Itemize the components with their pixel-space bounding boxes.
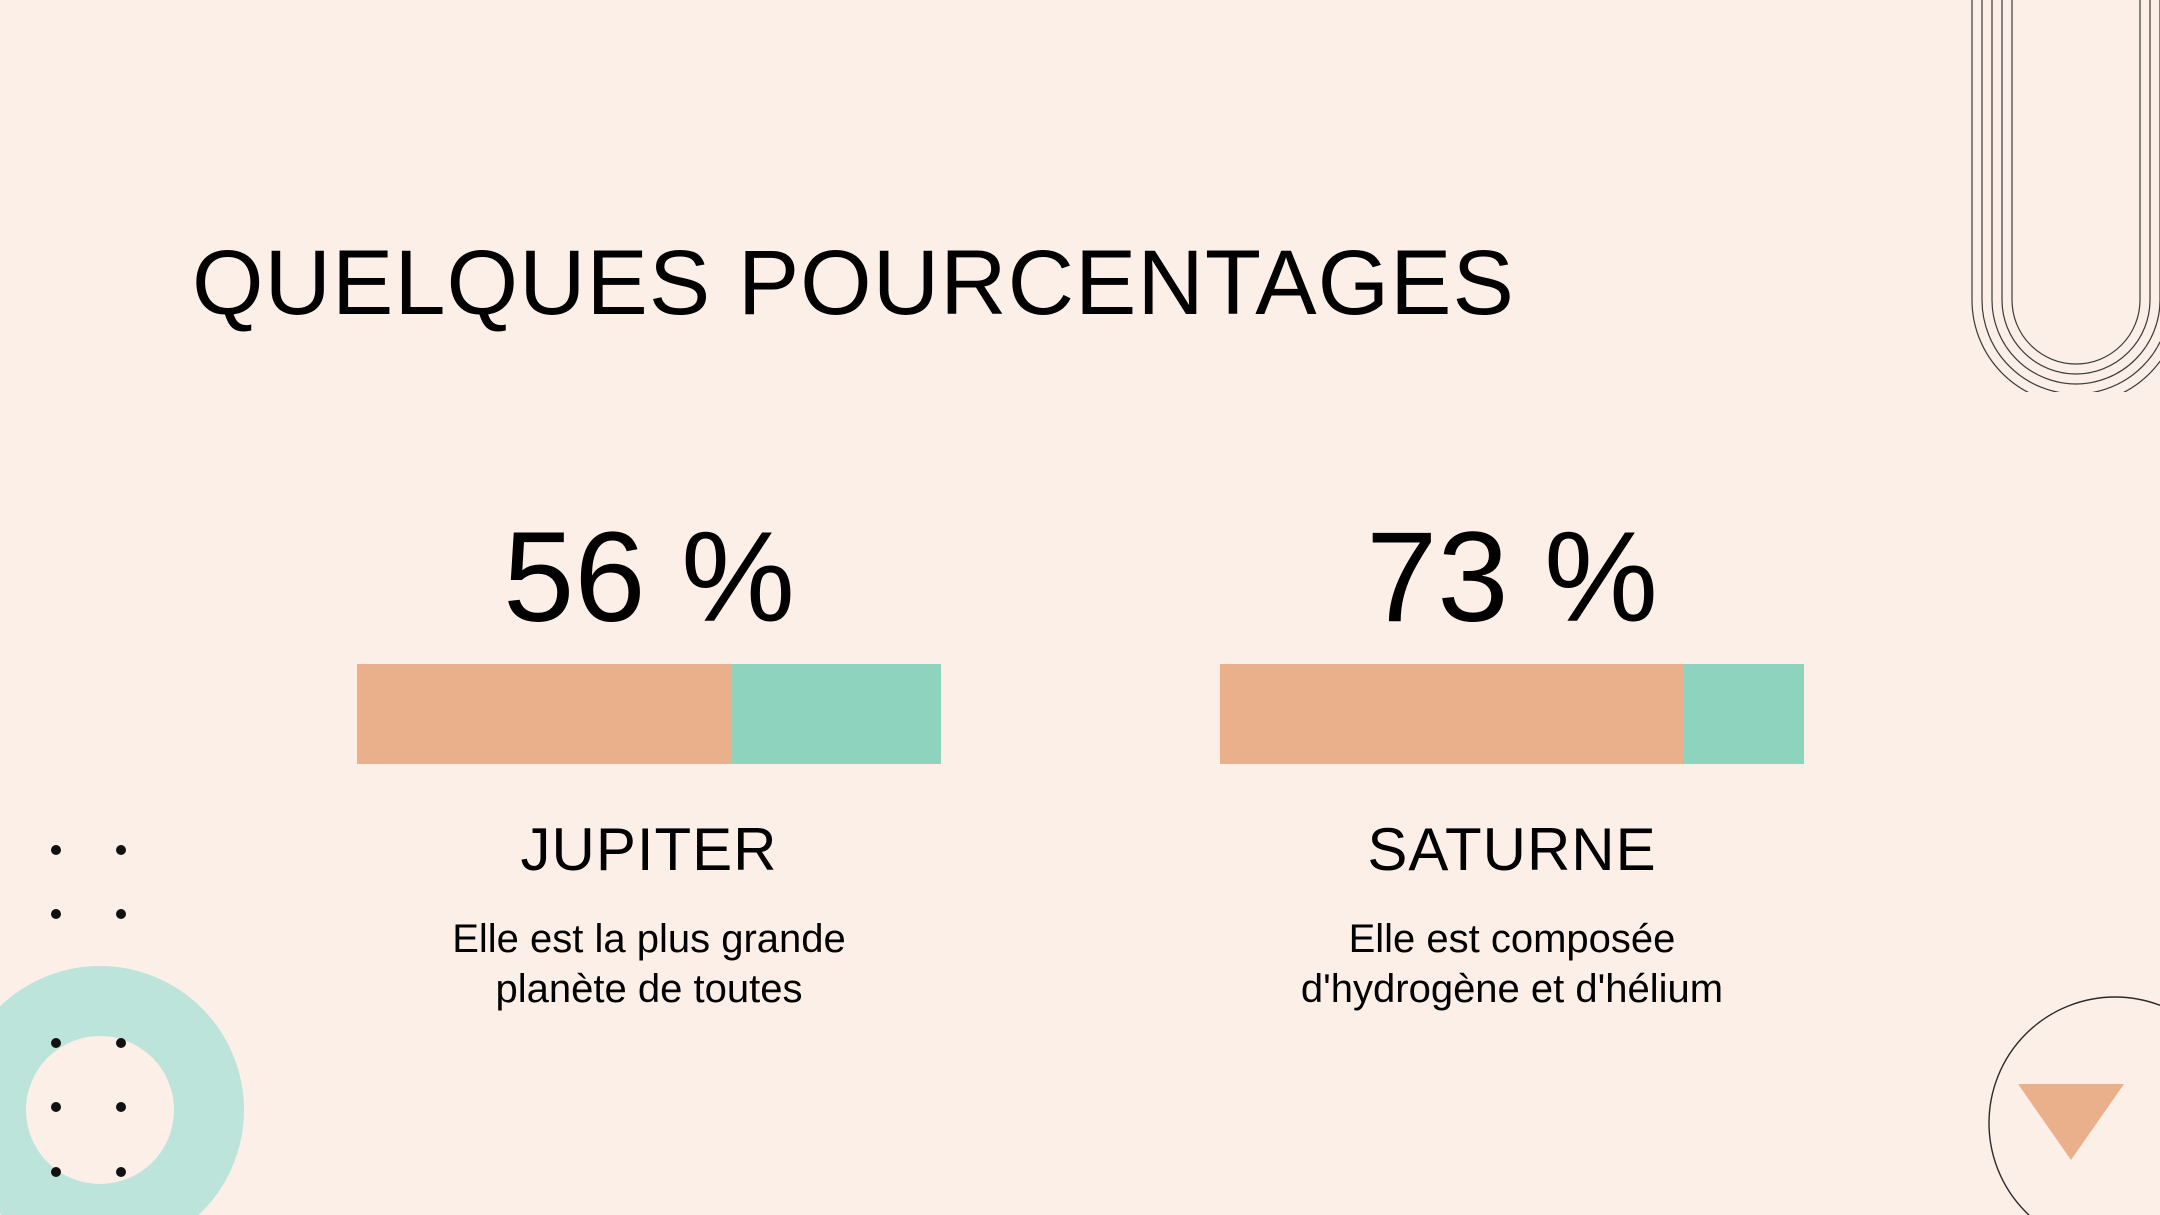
planet-description: Elle est composée d'hydrogène et d'héliu… (1300, 917, 1724, 1011)
percent-value: 73 % (1366, 506, 1658, 649)
progress-bar-fill (1220, 664, 1685, 764)
nested-arches-decoration (1971, 0, 2160, 392)
stat-jupiter: 56 % JUPITER Elle est la plus grande pla… (357, 500, 941, 1014)
mint-ring-decoration (0, 966, 244, 1215)
outlined-circle-decoration (1988, 996, 2160, 1215)
progress-bar (357, 664, 941, 764)
stat-saturne: 73 % SATURNE Elle est composée d'hydrogè… (1220, 500, 1804, 1014)
triangle-down-icon (2018, 1084, 2124, 1160)
progress-bar (1220, 664, 1804, 764)
percent-value: 56 % (503, 506, 795, 649)
planet-name: SATURNE (1367, 816, 1657, 883)
progress-bar-fill (357, 664, 731, 764)
planet-description: Elle est la plus grande planète de toute… (452, 917, 846, 1011)
planet-name: JUPITER (520, 816, 778, 883)
page-title: QUELQUES POURCENTAGES (192, 231, 1515, 334)
dot-grid-decoration (51, 845, 126, 1177)
